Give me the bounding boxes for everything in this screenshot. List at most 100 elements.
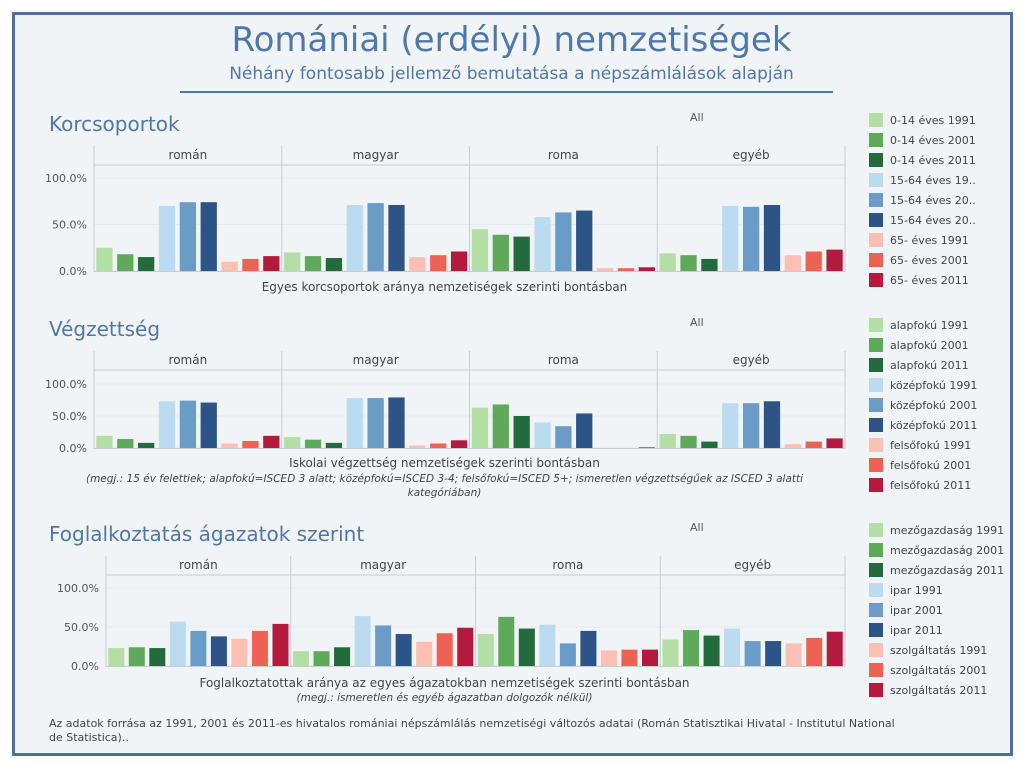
legend-item[interactable]: 65- éves 1991 [869,230,1019,250]
bar-román-6[interactable] [221,261,238,271]
legend-item[interactable]: felsőfokú 1991 [869,435,1019,455]
bar-egyéb-7[interactable] [806,637,823,666]
legend-item[interactable]: 65- éves 2011 [869,270,1019,290]
bar-roma-4[interactable] [555,212,572,271]
legend-item[interactable]: mezőgazdaság 2001 [869,540,1019,560]
legend-item[interactable]: felsőfokú 2001 [869,455,1019,475]
bar-egyéb-2[interactable] [701,441,718,448]
bar-magyar-3[interactable] [354,616,371,666]
bar-egyéb-6[interactable] [784,444,801,448]
legend-item[interactable]: 0-14 éves 2001 [869,130,1019,150]
bar-egyéb-5[interactable] [763,401,781,448]
bar-roma-0[interactable] [471,229,489,271]
bar-roma-1[interactable] [492,234,509,271]
bar-egyéb-4[interactable] [744,641,761,666]
legend-item[interactable]: 0-14 éves 2011 [869,150,1019,170]
bar-egyéb-5[interactable] [765,641,782,666]
bar-román-1[interactable] [117,439,134,448]
bar-magyar-2[interactable] [325,442,343,448]
bar-egyéb-8[interactable] [826,438,843,448]
bar-roma-8[interactable] [638,447,655,448]
filter-all-label[interactable]: All [690,521,704,534]
bar-román-8[interactable] [263,256,280,271]
bar-román-4[interactable] [179,202,197,271]
bar-roma-5[interactable] [580,630,597,666]
bar-egyéb-3[interactable] [722,205,739,271]
bar-román-0[interactable] [96,247,113,271]
legend-item[interactable]: középfokú 2011 [869,415,1019,435]
legend-item[interactable]: mezőgazdaság 2011 [869,560,1019,580]
bar-román-2[interactable] [138,442,155,448]
bar-roma-3[interactable] [539,624,556,666]
bar-magyar-4[interactable] [375,625,392,666]
bar-egyéb-3[interactable] [722,403,739,448]
bar-román-1[interactable] [128,647,145,666]
bar-magyar-5[interactable] [388,397,405,448]
bar-magyar-6[interactable] [409,445,426,448]
bar-magyar-8[interactable] [450,440,468,448]
bar-roma-6[interactable] [596,268,614,271]
bar-egyéb-7[interactable] [805,251,822,271]
filter-all-label[interactable]: All [690,111,704,124]
bar-román-3[interactable] [158,205,176,271]
legend-item[interactable]: 65- éves 2001 [869,250,1019,270]
bar-egyéb-1[interactable] [683,630,700,666]
bar-egyéb-8[interactable] [826,249,843,271]
bar-roma-2[interactable] [518,628,535,666]
bar-román-0[interactable] [108,648,125,666]
bar-magyar-7[interactable] [430,443,447,448]
bar-román-8[interactable] [263,435,280,448]
bar-román-8[interactable] [272,623,289,666]
bar-egyéb-1[interactable] [680,435,697,448]
bar-egyéb-7[interactable] [805,441,822,448]
legend-item[interactable]: szolgáltatás 1991 [869,640,1019,660]
legend-item[interactable]: alapfokú 2001 [869,335,1019,355]
bar-román-4[interactable] [190,630,207,666]
bar-roma-3[interactable] [534,422,551,448]
bar-magyar-1[interactable] [304,439,322,448]
legend-item[interactable]: alapfokú 1991 [869,315,1019,335]
bar-magyar-0[interactable] [284,252,301,271]
bar-egyéb-0[interactable] [659,253,676,271]
legend-item[interactable]: 15-64 éves 20.. [869,190,1019,210]
bar-egyéb-5[interactable] [763,204,781,271]
bar-magyar-7[interactable] [430,255,447,271]
bar-magyar-5[interactable] [388,204,405,271]
bar-roma-1[interactable] [498,616,515,666]
bar-egyéb-6[interactable] [784,255,801,271]
bar-egyéb-1[interactable] [680,255,697,271]
legend-item[interactable]: 15-64 éves 19.. [869,170,1019,190]
legend-item[interactable]: 15-64 éves 20.. [869,210,1019,230]
bar-magyar-8[interactable] [457,627,474,666]
legend-item[interactable]: középfokú 2001 [869,395,1019,415]
bar-roma-4[interactable] [555,426,572,448]
bar-román-5[interactable] [200,202,217,271]
bar-egyéb-3[interactable] [724,628,741,666]
legend-item[interactable]: alapfokú 2011 [869,355,1019,375]
legend-item[interactable]: ipar 1991 [869,580,1019,600]
legend-item[interactable]: 0-14 éves 1991 [869,110,1019,130]
legend-item[interactable]: szolgáltatás 2001 [869,660,1019,680]
legend-item[interactable]: ipar 2001 [869,600,1019,620]
bar-roma-0[interactable] [477,634,494,666]
bar-roma-5[interactable] [576,210,593,271]
bar-roma-2[interactable] [513,236,530,271]
bar-román-6[interactable] [221,443,238,448]
bar-román-1[interactable] [117,254,134,271]
bar-román-5[interactable] [210,636,227,666]
bar-roma-3[interactable] [534,217,551,271]
bar-román-7[interactable] [251,630,268,666]
bar-magyar-4[interactable] [367,398,384,448]
bar-román-7[interactable] [242,258,259,271]
bar-roma-5[interactable] [576,413,593,448]
bar-román-3[interactable] [169,621,186,666]
legend-item[interactable]: középfokú 1991 [869,375,1019,395]
bar-egyéb-2[interactable] [701,258,718,271]
bar-roma-7[interactable] [621,649,638,666]
legend-item[interactable]: szolgáltatás 2011 [869,680,1019,700]
bar-egyéb-2[interactable] [703,635,720,666]
bar-román-0[interactable] [96,435,113,448]
bar-roma-0[interactable] [471,407,489,448]
bar-magyar-7[interactable] [436,633,453,666]
bar-egyéb-0[interactable] [662,639,679,666]
